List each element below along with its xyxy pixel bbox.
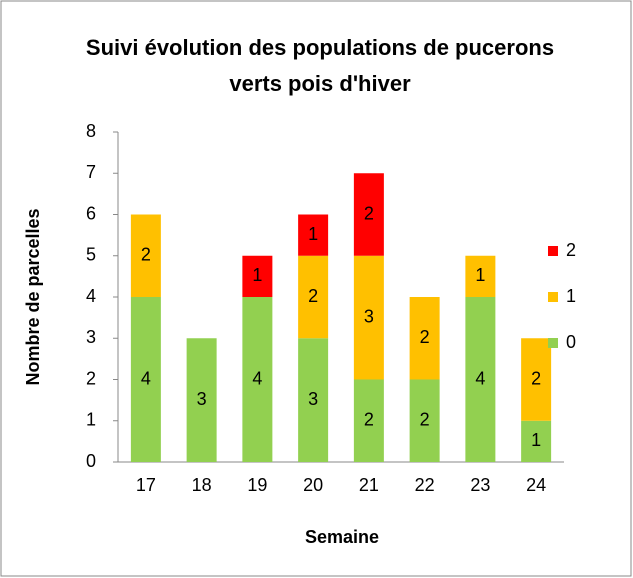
- bar-segment: [409, 379, 440, 462]
- legend-swatch: [548, 338, 558, 348]
- y-tick-label: 8: [86, 121, 96, 141]
- x-tick-label: 21: [359, 475, 379, 495]
- x-axis-label: Semaine: [305, 527, 379, 547]
- bar-segment: [186, 338, 217, 462]
- legend-label: 0: [566, 332, 576, 352]
- data-label: 2: [364, 410, 374, 430]
- data-label: 1: [252, 265, 262, 285]
- bar-segment: [409, 297, 440, 380]
- y-tick-label: 2: [86, 368, 96, 388]
- data-label: 2: [141, 245, 151, 265]
- bar-segment: [521, 420, 552, 462]
- legend-label: 1: [566, 286, 576, 306]
- x-tick-label: 23: [470, 475, 490, 495]
- data-label: 1: [308, 224, 318, 244]
- bar-segment: [130, 214, 161, 297]
- data-label: 4: [252, 368, 262, 388]
- bar-segment: [465, 297, 496, 462]
- bar-segment: [298, 255, 329, 339]
- data-label: 3: [197, 389, 207, 409]
- data-label: 1: [531, 430, 541, 450]
- data-label: 3: [308, 389, 318, 409]
- bar-segment: [353, 173, 384, 256]
- y-tick-label: 4: [86, 286, 96, 306]
- bar-segment: [242, 297, 273, 462]
- legend-label: 2: [566, 240, 576, 260]
- bar-segment: [353, 379, 384, 462]
- data-label: 2: [420, 327, 430, 347]
- legend-swatch: [548, 246, 558, 256]
- bar-segment: [298, 338, 329, 462]
- bar-segment: [130, 297, 161, 462]
- data-label: 3: [364, 306, 374, 326]
- data-label: 2: [364, 203, 374, 223]
- chart-title: Suivi évolution des populations de pucer…: [85, 35, 555, 96]
- x-tick-label: 22: [415, 475, 435, 495]
- y-axis-label: Nombre de parcelles: [23, 208, 43, 385]
- y-tick-label: 0: [86, 451, 96, 471]
- data-label: 2: [531, 368, 541, 388]
- bar-segment: [353, 255, 384, 380]
- data-label: 4: [141, 368, 151, 388]
- bar-segment: [521, 338, 552, 421]
- x-tick-label: 20: [303, 475, 323, 495]
- data-label: 2: [308, 286, 318, 306]
- y-tick-label: 7: [86, 162, 96, 182]
- data-label: 4: [475, 368, 485, 388]
- data-label: 2: [420, 410, 430, 430]
- x-tick-label: 17: [136, 475, 156, 495]
- x-tick-label: 19: [247, 475, 267, 495]
- x-tick-label: 24: [526, 475, 546, 495]
- bar-segment: [242, 255, 273, 297]
- y-tick-label: 3: [86, 327, 96, 347]
- y-tick-label: 5: [86, 245, 96, 265]
- data-label: 1: [475, 265, 485, 285]
- legend-swatch: [548, 292, 558, 302]
- y-tick-label: 6: [86, 203, 96, 223]
- bar-segment: [298, 214, 329, 256]
- x-tick-label: 18: [192, 475, 212, 495]
- bar-segment: [465, 255, 496, 297]
- y-tick-label: 1: [86, 410, 96, 430]
